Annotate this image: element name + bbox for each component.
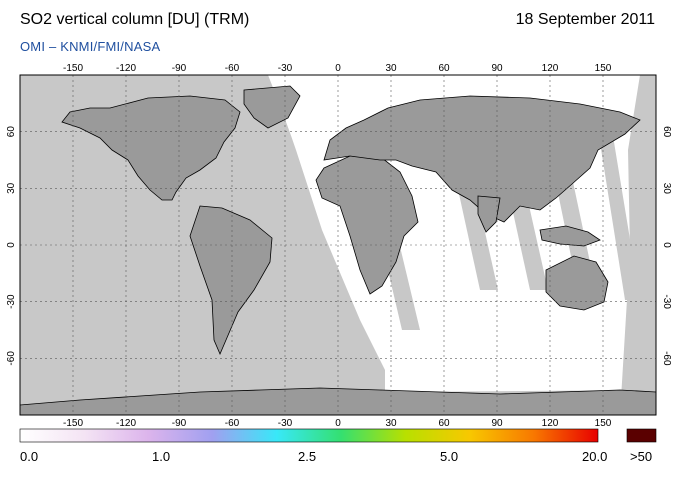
colorbar-label-3: 5.0 [440,449,459,464]
no-data-east-cap [620,75,656,415]
lon-tick-bottom: -60 [225,418,240,429]
map-date: 18 September 2011 [515,11,655,28]
colorbar-overflow-swatch [626,428,657,443]
lon-tick-bottom: -120 [116,418,136,429]
map-title: SO2 vertical column [DU] (TRM) [20,11,250,28]
greenland [243,85,301,129]
lon-tick-bottom: -150 [63,418,83,429]
lat-tick-left: 30 [6,182,17,194]
lon-tick-bottom: 90 [491,418,503,429]
lon-tick-top: -30 [278,63,293,74]
north-america [61,95,241,201]
australia [545,255,609,311]
colorbar-label-4: 20.0 [582,449,608,464]
lon-tick-bottom: 150 [595,418,612,429]
lat-tick-right: -60 [661,351,672,366]
lat-tick-left: 60 [6,126,17,138]
map-frame [19,74,657,416]
lon-tick-top: 30 [385,63,397,74]
lat-tick-left: -60 [6,351,17,366]
swath-gap-5 [598,130,640,300]
lon-tick-top: -150 [63,63,83,74]
lon-tick-bottom: 0 [335,418,341,429]
colorbar-label-0: 0.0 [20,449,39,464]
lat-tick-left: -30 [6,294,17,309]
lon-tick-bottom: 30 [385,418,397,429]
lon-tick-top: -120 [116,63,136,74]
data-credit: OMI – KNMI/FMI/NASA [20,39,161,54]
colorbar-overflow-label: >50 [630,449,653,464]
india [477,195,501,233]
lon-tick-top: 0 [335,63,341,74]
lon-tick-bottom: -30 [278,418,293,429]
lon-tick-top: -90 [172,63,187,74]
lat-tick-right: 30 [661,183,672,195]
lon-tick-top: -60 [225,63,240,74]
lon-tick-bottom: -90 [172,418,187,429]
colorbar-label-2: 2.5 [298,449,317,464]
lat-tick-right: 60 [661,126,672,138]
lat-tick-left: 0 [6,242,17,248]
map-content [20,75,656,415]
lon-tick-top: 60 [438,63,450,74]
lon-tick-bottom: 60 [438,418,450,429]
lat-tick-right: -30 [661,294,672,309]
lon-tick-top: 150 [595,63,612,74]
lon-tick-top: 90 [491,63,503,74]
axis-ticks: -150 -150 -120 -120 -90 -90 -60 -60 -30 -30 0 0 30 30… [6,63,672,429]
colorbar-label-1: 1.0 [152,449,171,464]
land-masses [20,85,656,415]
eurasia [323,95,641,223]
southeast-asia-islands [539,225,601,247]
graticule [20,75,656,415]
lon-tick-bottom: 120 [542,418,559,429]
colorbar [19,428,599,443]
lat-tick-right: 0 [661,242,672,248]
lon-tick-top: 120 [542,63,559,74]
